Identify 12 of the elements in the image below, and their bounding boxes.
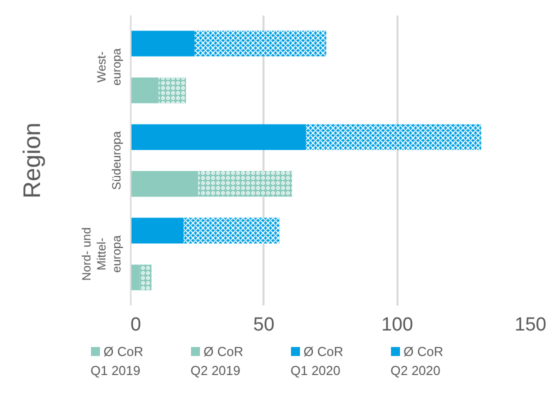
legend-label: Ø CoR Q1 2020 bbox=[290, 344, 344, 378]
legend-label: Ø CoR Q1 2019 bbox=[90, 344, 144, 378]
y-tick-label: Südeuropa bbox=[110, 130, 124, 190]
x-tick-label: 150 bbox=[514, 314, 546, 336]
legend-label: Ø CoR Q2 2020 bbox=[390, 344, 444, 378]
x-tick-label: 0 bbox=[130, 314, 142, 336]
y-tick-label: Nord- und Mittel- europa bbox=[80, 227, 124, 281]
y-axis-title: Region bbox=[19, 122, 46, 199]
x-tick-label: 100 bbox=[381, 314, 414, 336]
legend-label: Ø CoR Q2 2019 bbox=[190, 344, 244, 378]
y-tick-label: West- europa bbox=[94, 48, 124, 86]
x-tick-label: 50 bbox=[253, 314, 274, 336]
